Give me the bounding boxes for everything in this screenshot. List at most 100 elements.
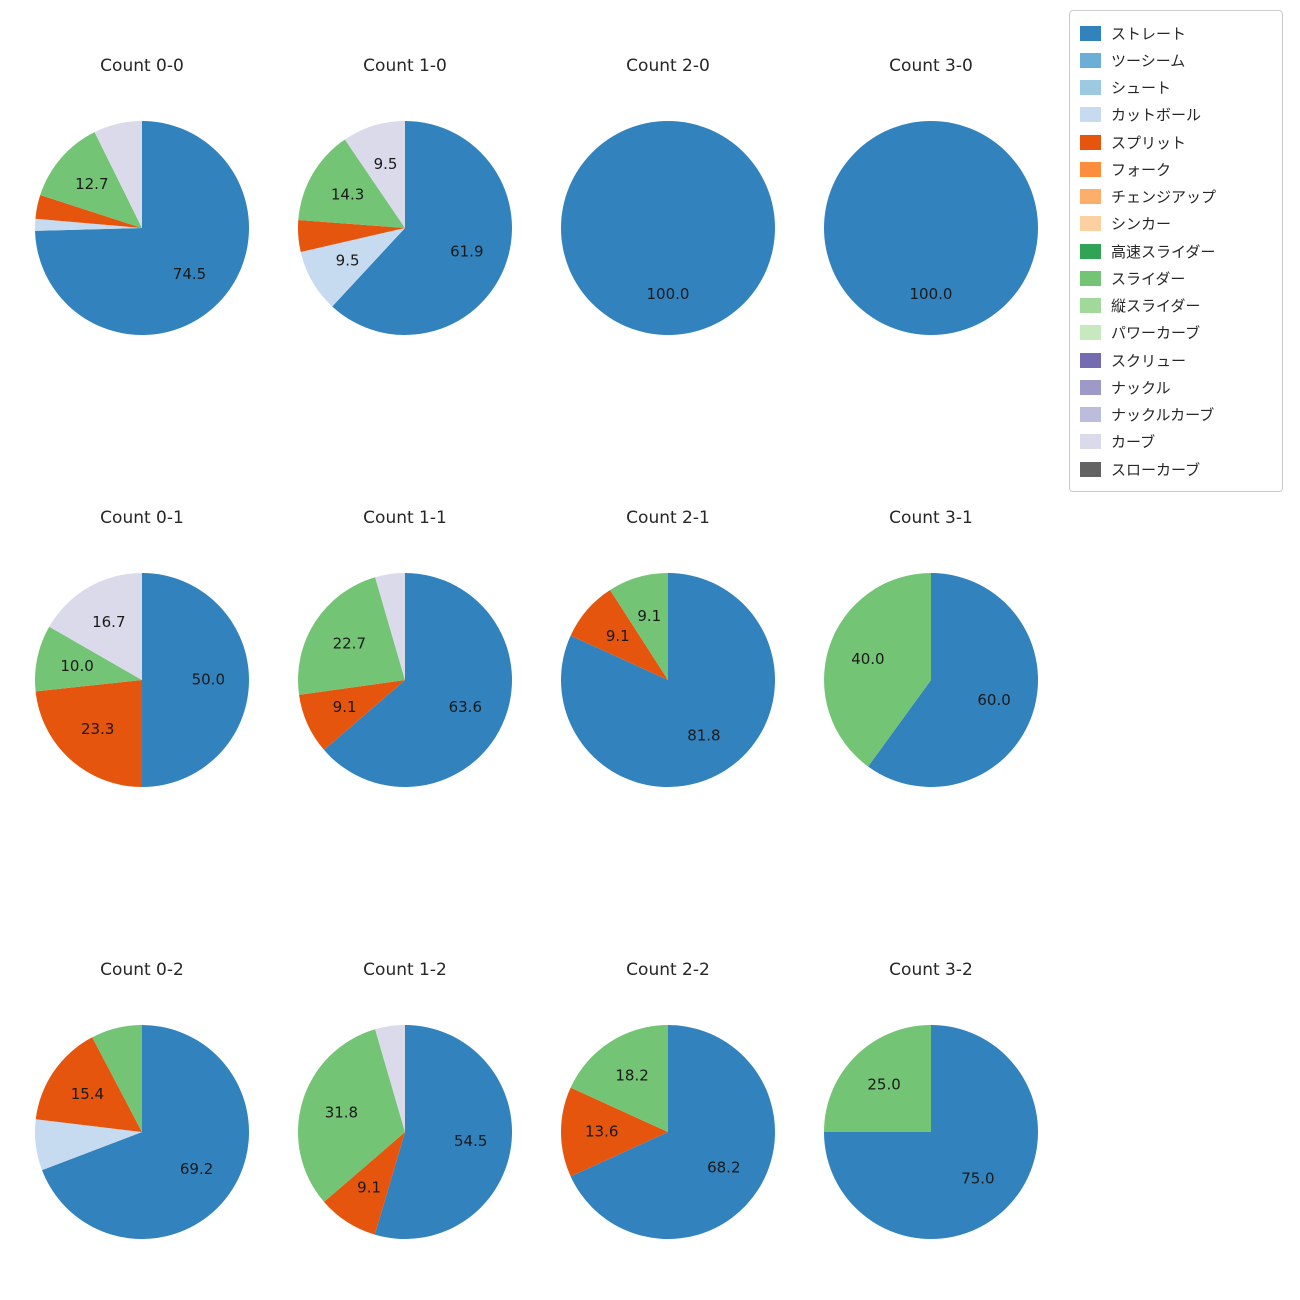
pie-chart: 50.0 23.3 10.0 16.7 [34,573,249,787]
chart-title: Count 2-2 [626,960,710,980]
legend-label: ツーシーム [1111,51,1186,70]
pie-slice [332,121,512,335]
chart-cell: Count 0-1 50.0 23.3 10.0 16.7 [10,507,274,788]
chart-cell: Count 2-1 81.8 9.1 9.1 [536,507,800,788]
chart-title: Count 0-1 [100,508,184,528]
legend-swatch [1080,80,1101,95]
pie-value-label: 18.2 [615,1067,648,1085]
legend-item: 縦スライダー [1080,293,1272,319]
pie-value-label: 9.5 [374,155,398,173]
legend-item: スライダー [1080,265,1272,291]
chart-title: Count 2-0 [626,56,710,76]
pie-value-label: 23.3 [81,720,114,738]
legend-item: パワーカーブ [1080,320,1272,346]
pie-value-label: 31.8 [325,1104,358,1122]
legend-label: 高速スライダー [1111,242,1216,261]
legend-item: チェンジアップ [1080,184,1272,210]
pie-slice [561,1087,668,1177]
pie-slice [142,573,249,787]
chart-title: Count 3-2 [889,960,973,980]
pie-chart: 100.0 [561,121,775,335]
pie-value-label: 63.6 [449,698,482,716]
pie-slice [324,1132,405,1235]
pie-value-label: 100.0 [647,285,690,303]
pie-value-label: 9.1 [357,1178,381,1196]
pie-value-label: 60.0 [977,691,1010,709]
pie-slice [35,218,142,231]
chart-cell: Count 3-1 60.0 40.0 [799,507,1063,788]
chart-title: Count 0-2 [100,960,184,980]
legend-swatch [1080,161,1101,177]
chart-title: Count 2-1 [626,508,710,528]
pie-slice [824,121,1038,335]
pie-value-label: 81.8 [687,726,720,744]
pie-slice [297,1029,405,1202]
pie-slice [570,1025,668,1132]
pie-chart: 54.5 9.1 31.8 [297,1025,512,1239]
pie-slice [824,1025,931,1132]
pie-slice [561,121,775,335]
legend-item: ストレート [1080,20,1272,46]
pie-slice [42,1025,250,1239]
pie-slice [324,573,512,787]
chart-cell: Count 1-1 63.6 9.1 22.7 [273,507,537,788]
legend-swatch [1080,298,1101,313]
legend-label: カーブ [1111,433,1156,452]
legend-swatch [1080,107,1101,123]
legend-item: フォーク [1080,156,1272,182]
pie-value-label: 68.2 [707,1158,740,1176]
pie-value-label: 50.0 [192,671,225,689]
pie-chart: 61.9 9.5 14.3 9.5 [297,121,512,335]
legend-item: シンカー [1080,211,1272,237]
chart-cell: Count 2-2 68.2 13.6 18.2 [536,959,800,1240]
legend-item: シュート [1080,75,1272,101]
pie-slice [35,195,142,228]
pie-slice [49,573,142,680]
legend-label: ナックル [1111,378,1171,397]
pie-chart: 68.2 13.6 18.2 [561,1025,776,1239]
pie-value-label: 16.7 [92,613,125,631]
pie-chart: 74.5 12.7 [35,121,250,335]
pie-slice [610,573,668,680]
pie-value-label: 74.5 [173,265,206,283]
pie-value-label: 9.1 [333,698,357,716]
chart-title: Count 1-2 [363,960,447,980]
pie-value-label: 9.1 [637,607,661,625]
pie-chart: 100.0 [824,121,1038,335]
pie-slice [34,626,142,692]
legend-label: ストレート [1111,24,1187,43]
pie-slice [570,590,668,680]
legend-swatch [1080,270,1101,286]
pie-value-label: 54.5 [454,1132,487,1150]
pie-value-label: 9.5 [336,252,360,270]
pie-slice [35,680,142,787]
chart-cell: Count 1-2 54.5 9.1 31.8 [273,959,537,1240]
legend-label: シュート [1111,79,1172,97]
chart-cell: Count 3-2 75.0 25.0 [799,959,1063,1240]
legend-swatch [1080,243,1101,259]
pie-value-label: 69.2 [180,1160,213,1178]
legend-label: シンカー [1111,215,1172,234]
pie-slice [297,219,405,252]
pie-value-label: 75.0 [961,1169,994,1187]
chart-title: Count 1-0 [363,56,447,76]
pie-slice [35,1037,143,1132]
pie-slice [35,121,250,335]
legend-swatch [1080,379,1101,395]
pie-slice [34,1119,142,1171]
pie-slice [375,1025,405,1132]
pie-slice [824,573,931,767]
legend-item: ナックルカーブ [1080,402,1272,428]
pie-value-label: 9.1 [606,627,630,645]
legend-label: フォーク [1111,160,1172,179]
chart-cell: Count 3-0 100.0 [799,55,1063,336]
chart-cell: Count 0-2 69.2 15.4 [10,959,274,1240]
legend-label: 縦スライダー [1111,297,1201,315]
chart-title: Count 0-0 [100,56,184,76]
legend-label: スローカーブ [1111,460,1201,479]
pie-slice [299,680,405,750]
pie-chart: 63.6 9.1 22.7 [298,573,512,787]
legend-item: ナックル [1080,374,1272,400]
pie-slice [344,121,405,228]
chart-title: Count 1-1 [363,508,447,528]
